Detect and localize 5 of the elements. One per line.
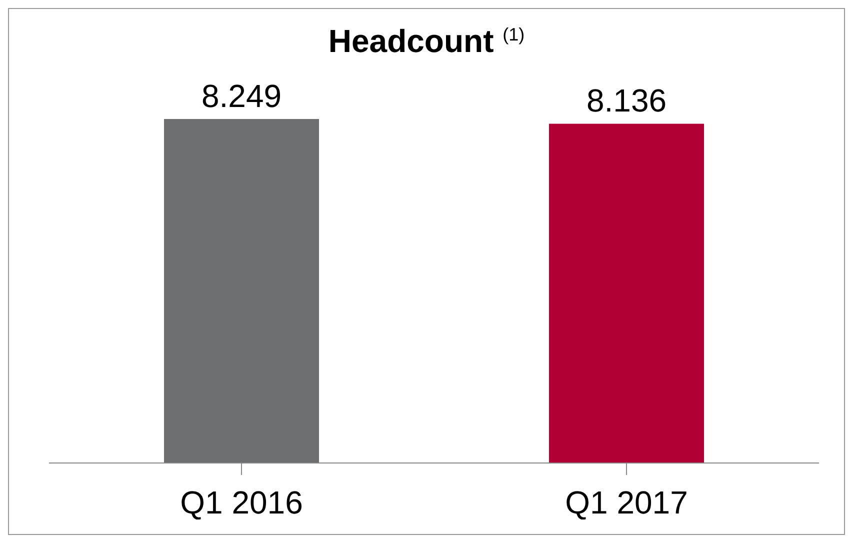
data-label: 8.136 — [586, 82, 667, 119]
x-tick-label: Q1 2016 — [180, 484, 303, 521]
chart-title: Headcount $^{(1)}$ — [327, 23, 526, 60]
x-tick-label: Q1 2017 — [565, 484, 688, 521]
data-label: 8.249 — [201, 78, 282, 114]
